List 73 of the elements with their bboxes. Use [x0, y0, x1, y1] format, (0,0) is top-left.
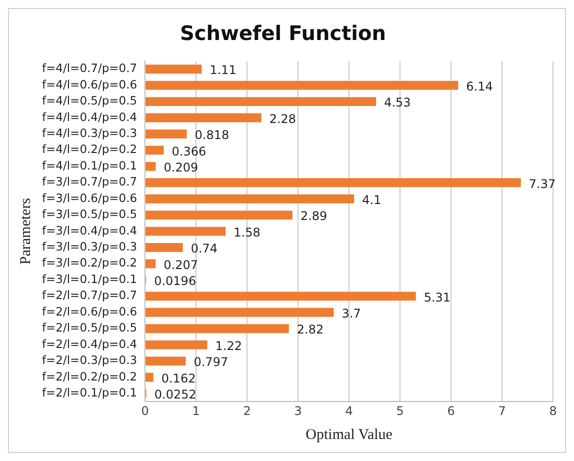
bar — [146, 178, 521, 188]
y-tick-label: f=3/l=0.6/p=0.6 — [42, 190, 138, 205]
x-tick-label: 0 — [141, 404, 149, 418]
y-tick-label: f=4/l=0.7/p=0.7 — [42, 61, 138, 76]
data-label: 2.82 — [296, 322, 324, 337]
y-tick-label: f=2/l=0.1/p=0.1 — [42, 385, 138, 400]
bar — [146, 64, 202, 74]
data-label: 7.37 — [528, 176, 556, 191]
y-tick-label: f=4/l=0.4/p=0.4 — [42, 110, 138, 124]
chart-title: Schwefel Function — [180, 21, 386, 46]
data-label: 2.28 — [269, 112, 296, 126]
data-label: 0.0196 — [154, 274, 196, 288]
bar — [146, 210, 292, 220]
bar — [146, 372, 154, 382]
x-tick-label: 4 — [345, 404, 353, 418]
x-tick-label: 2 — [243, 404, 251, 418]
y-tick-label: f=2/l=0.7/p=0.7 — [42, 288, 138, 302]
data-label: 0.0252 — [154, 388, 196, 402]
bar — [146, 340, 208, 350]
data-label: 4.53 — [384, 96, 411, 110]
bar — [146, 80, 458, 90]
data-label: 0.207 — [164, 258, 198, 272]
bar — [146, 324, 289, 334]
data-label: 1.58 — [234, 225, 260, 240]
data-label: 6.14 — [466, 79, 493, 94]
bar — [146, 113, 262, 122]
bar — [146, 226, 226, 236]
data-label: 5.31 — [424, 290, 451, 304]
bar — [146, 97, 376, 106]
x-tick-label: 1 — [192, 404, 200, 418]
x-tick-label: 7 — [498, 404, 506, 418]
bar — [146, 292, 416, 301]
data-label: 2.89 — [300, 209, 328, 224]
y-tick-label: f=2/l=0.4/p=0.4 — [42, 336, 138, 351]
y-tick-label: f=4/l=0.1/p=0.1 — [42, 158, 138, 172]
y-tick-label: f=4/l=0.3/p=0.3 — [42, 126, 138, 140]
y-tick-label: f=4/l=0.5/p=0.5 — [42, 94, 138, 108]
data-label: 1.11 — [210, 63, 236, 78]
y-axis-title: Parameters — [18, 198, 34, 265]
bar — [146, 243, 183, 252]
data-label: 1.22 — [215, 338, 242, 353]
x-tick-label: 3 — [294, 404, 302, 418]
data-label: 0.366 — [172, 144, 206, 158]
y-tick-label: f=3/l=0.2/p=0.2 — [42, 256, 138, 270]
data-label: 4.1 — [362, 192, 382, 207]
data-label: 0.209 — [164, 160, 198, 175]
y-tick-label: f=4/l=0.2/p=0.2 — [42, 142, 138, 156]
data-label: 3.7 — [342, 306, 361, 321]
bar — [146, 194, 354, 204]
x-tick-label: 6 — [447, 404, 455, 418]
y-tick-label: f=3/l=0.3/p=0.3 — [42, 240, 138, 254]
y-tick-label: f=4/l=0.6/p=0.6 — [42, 77, 138, 92]
y-tick-label: f=3/l=0.1/p=0.1 — [42, 272, 138, 286]
bar — [146, 259, 156, 268]
bar — [146, 356, 186, 366]
y-tick-label: f=3/l=0.7/p=0.7 — [42, 174, 138, 189]
y-tick-label: f=2/l=0.6/p=0.6 — [42, 304, 138, 318]
y-tick-label: f=2/l=0.2/p=0.2 — [42, 369, 138, 384]
x-tick-label: 8 — [549, 404, 557, 418]
bar — [146, 130, 187, 138]
data-label: 0.74 — [190, 242, 218, 256]
x-tick-label: 5 — [396, 404, 404, 418]
y-tick-label: f=2/l=0.3/p=0.3 — [42, 353, 138, 368]
data-label: 0.797 — [194, 355, 228, 370]
data-label: 0.818 — [194, 128, 230, 142]
x-axis-title: Optimal Value — [306, 426, 393, 443]
data-label: 0.162 — [161, 371, 196, 386]
y-tick-label: f=3/l=0.4/p=0.4 — [42, 223, 138, 238]
bar — [146, 146, 164, 155]
bar — [146, 308, 334, 317]
y-tick-label: f=3/l=0.5/p=0.5 — [42, 207, 138, 222]
y-tick-label: f=2/l=0.5/p=0.5 — [42, 320, 138, 335]
bar — [146, 162, 156, 171]
